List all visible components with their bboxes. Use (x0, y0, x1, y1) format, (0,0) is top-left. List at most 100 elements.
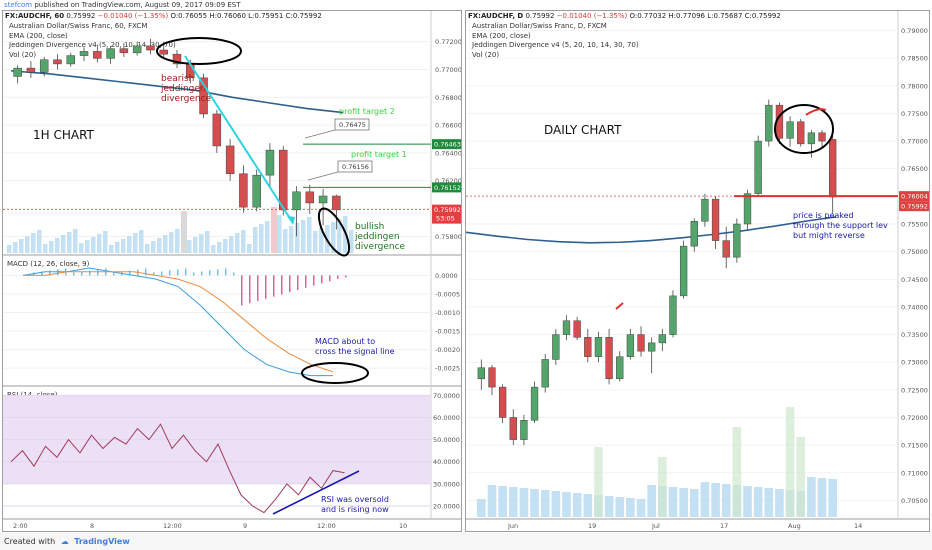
candle-body (743, 193, 752, 225)
candle-body (754, 140, 762, 194)
volume-bar (241, 230, 246, 253)
candle-body (616, 356, 624, 380)
publish-bar: stefcom published on TradingView.com, Au… (0, 0, 932, 10)
candle-body (701, 198, 709, 222)
candle-body (498, 386, 507, 418)
volume-bar (615, 497, 625, 517)
macd-tick-label: -0.0010 (435, 309, 460, 317)
macd-histogram-bar (49, 270, 51, 276)
volume-bar (55, 238, 60, 253)
candle-body (669, 295, 677, 335)
candle-body (552, 334, 560, 360)
macd-histogram-bar (169, 270, 171, 276)
rsi-tick-label: 60.0000 (433, 414, 460, 422)
macd-histogram-bar (97, 269, 99, 276)
bearish-note: divergence (161, 94, 212, 104)
candle-body (573, 320, 581, 338)
volume-bar (331, 222, 336, 253)
left-ticker[interactable]: FX:AUDCHF, 60 (5, 12, 65, 20)
volume-spike (181, 211, 187, 253)
volume-spike (271, 207, 277, 253)
candle-body (39, 59, 49, 73)
macd-histogram-bar (305, 275, 307, 288)
left-ind-vol[interactable]: Vol (20) (9, 50, 37, 59)
volume-bar (283, 229, 288, 253)
candle-body (690, 220, 698, 247)
left-chart-canvas[interactable]: 0.77200 0.77000 0.76800 0.76600 0.76400 0.762… (3, 11, 462, 532)
macd-histogram-bar (57, 269, 59, 276)
right-symbol-bar: FX:AUDCHF, D 0.75992 −0.01040 (−1.35%) O… (468, 12, 781, 20)
candle-body (212, 113, 222, 147)
volume-bar (626, 498, 635, 517)
macd-tick-label: -0.0005 (435, 290, 460, 298)
candle-body (594, 337, 603, 357)
volume-bar (508, 487, 518, 517)
candle-body (159, 49, 168, 55)
volume-bar (711, 483, 720, 517)
last-price-tag: 0.75992 (434, 206, 461, 214)
rsi-note: and is rising now (321, 505, 389, 514)
volume-bar (115, 242, 120, 253)
volume-bar (721, 484, 731, 517)
callout-box (337, 160, 373, 173)
candle-body (119, 48, 129, 54)
time-tick-label: 8 (90, 522, 94, 530)
volume-bar (253, 227, 258, 253)
right-ind-vol[interactable]: Vol (20) (472, 50, 500, 59)
rsi-tick-label: 30.0000 (433, 480, 460, 488)
created-with-text: Created with (4, 537, 56, 546)
candle-body (488, 367, 496, 388)
support-tag: 0.76004 (901, 193, 928, 201)
macd-histogram-bar (81, 271, 83, 276)
macd-histogram-bar (225, 268, 227, 276)
candle-body (79, 51, 89, 56)
rsi-tick-label: 20.0000 (433, 502, 460, 510)
volume-bar (828, 479, 837, 517)
right-ticker[interactable]: FX:AUDCHF, D (468, 12, 524, 20)
time-tick-label: Jul (651, 522, 660, 530)
volume-bar (109, 245, 114, 253)
candle-body (239, 173, 248, 208)
right-ind-jedd[interactable]: Jeddingen Divergence v4 (5, 20, 10, 14, … (472, 41, 639, 49)
volume-bar (604, 496, 614, 517)
left-legend: Australian Dollar/Swiss Franc, 60, FXCM … (9, 22, 176, 60)
tradingview-logo-text[interactable]: TradingView (74, 537, 130, 546)
chart-title-daily: DAILY CHART (544, 123, 622, 137)
candle-body (318, 195, 328, 204)
left-price: 0.75992 (66, 12, 96, 20)
volume-bar (636, 499, 646, 517)
price-tick-label: 0.78000 (901, 82, 928, 90)
right-chart-canvas[interactable]: 0.79000 0.78500 0.78000 0.77500 0.77000 0.765… (466, 11, 930, 532)
candle-body (658, 334, 666, 344)
callout-box (334, 118, 370, 131)
volume-bar (277, 215, 282, 253)
left-ind-jedd[interactable]: Jeddingen Divergence v4 (5, 20, 10, 14, … (9, 41, 176, 49)
price-tick-label: 0.76600 (435, 122, 462, 130)
daily-note: but might reverse (793, 231, 865, 240)
ema-line (10, 70, 344, 114)
volume-bar (169, 232, 174, 253)
price-tick-label: 0.72500 (901, 386, 928, 394)
price-tick-label: 0.78500 (901, 55, 928, 63)
right-chart-panel: FX:AUDCHF, D 0.75992 −0.01040 (−1.35%) O… (465, 10, 930, 532)
left-ohlc: O:0.76055 H:0.76060 L:0.75951 C:0.75992 (170, 12, 322, 20)
right-ind-ema[interactable]: EMA (200, close) (472, 31, 531, 40)
volume-bar (151, 241, 156, 253)
time-tick-label: 12:00 (163, 522, 182, 530)
price-tick-label: 0.72000 (901, 414, 928, 422)
volume-bar (7, 245, 12, 253)
volume-bar (764, 488, 774, 517)
price-tick-label: 0.77200 (435, 38, 462, 46)
candle-body (520, 420, 528, 440)
volume-bar (295, 223, 300, 253)
bullish-note: divergence (355, 242, 406, 252)
volume-spike (796, 437, 806, 517)
candle-body (765, 104, 773, 142)
author-link[interactable]: stefcom (4, 1, 33, 9)
right-price: 0.75992 (525, 12, 555, 20)
right-change: −0.01040 (−1.35%) (556, 12, 628, 20)
volume-bar (313, 231, 318, 253)
candle-body (541, 359, 549, 388)
macd-histogram-bar (89, 270, 91, 276)
left-ind-ema[interactable]: EMA (200, close) (9, 31, 68, 40)
